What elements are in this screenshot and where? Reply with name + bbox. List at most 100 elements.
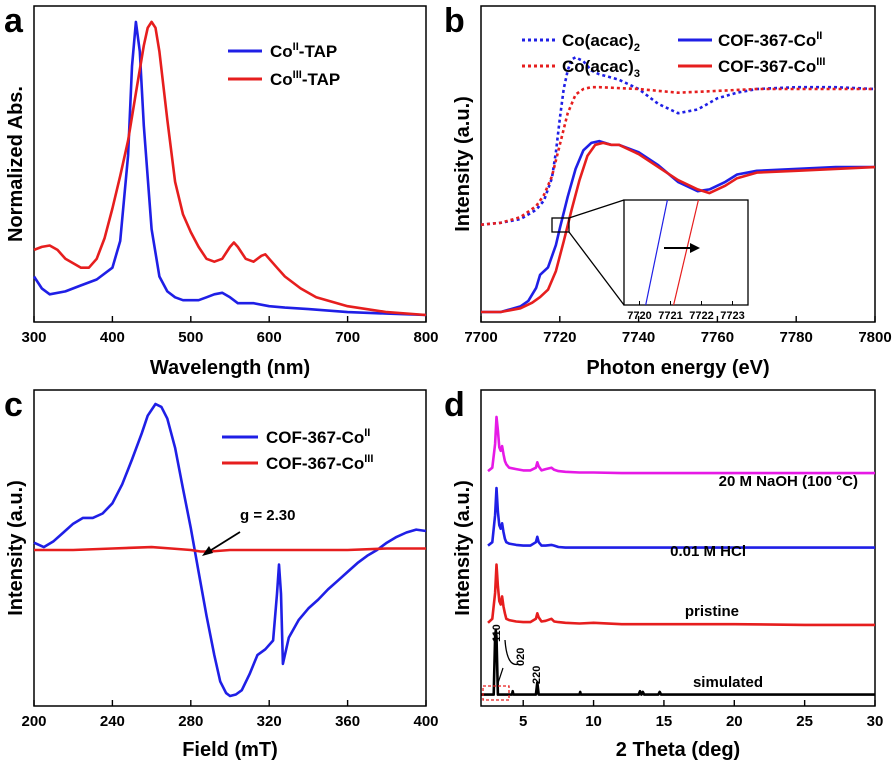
plot-frame-a: [33, 5, 427, 323]
series-b: [480, 56, 876, 314]
series-line-b-2: [481, 139, 875, 314]
series-line-c-1: [34, 545, 426, 553]
x-tick-label-b-4: 7780: [780, 329, 813, 346]
x-tick-label-c-3: 320: [257, 713, 282, 730]
y-axis-title-d: Intensity (a.u.): [452, 480, 474, 616]
legend-label-b-3: COF-367-CoIII: [718, 56, 825, 76]
inset-curve: [504, 639, 520, 666]
panel-d: d 5 10 15 20 25 30 2 Theta (deg) Intensity (a…: [444, 386, 883, 761]
inset-b: 7720 7721 7722 7723: [623, 199, 749, 322]
x-tick-label-d-1: 10: [585, 713, 602, 730]
x-tick-label-a-3: 600: [257, 329, 282, 346]
g-value-annotation: g = 2.30: [240, 507, 295, 524]
inset-tick-label-2: 7722: [689, 310, 713, 322]
series-line-c-0: [33, 402, 427, 698]
panel-letter-a: a: [4, 2, 24, 40]
zoom-region-box-d: [482, 685, 510, 701]
x-ticks-b: 7700 7720 7740 7760 7780 7800: [464, 316, 892, 346]
x-tick-label-d-5: 30: [867, 713, 884, 730]
panel-letter-b: b: [444, 2, 465, 40]
x-axis-title-b: Photon energy (eV): [586, 357, 769, 379]
panel-b: b 7700 7720 7740 7760 7780 7800 Photon energy…: [444, 2, 892, 379]
x-ticks-d: 5 10 15 20 25 30: [519, 700, 883, 730]
x-ticks-c: 200 240 280 320 360 400: [21, 700, 439, 730]
series-label-hcl: 0.01 M HCl: [670, 543, 746, 560]
legend-label-b-2: COF-367-CoII: [718, 30, 822, 50]
x-tick-label-b-1: 7720: [543, 329, 576, 346]
x-tick-label-a-0: 300: [21, 329, 46, 346]
series-line-a-1: [33, 20, 427, 317]
x-tick-label-c-5: 400: [413, 713, 438, 730]
x-tick-label-d-0: 5: [519, 713, 527, 730]
zoom-region-box: [551, 217, 570, 233]
x-tick-label-a-5: 800: [413, 329, 438, 346]
series-d: [481, 415, 875, 696]
series-label-simulated: simulated: [693, 674, 763, 691]
x-tick-label-d-3: 20: [726, 713, 743, 730]
shift-arrow-head: [690, 243, 700, 253]
series-a: [32, 20, 427, 317]
x-axis-title-d: 2 Theta (deg): [616, 739, 740, 761]
legend-label-b-0: Co(acac)2: [562, 31, 640, 54]
panel-a: a 300 400 500 600 700 800 Wavelength (nm) Nor…: [4, 2, 439, 379]
legend-label-c-0: COF-367-CoII: [266, 427, 370, 447]
legend-label-a-0: CoII-TAP: [270, 41, 337, 61]
series-line-d-3: [481, 629, 875, 696]
peak-label-110: 110: [491, 624, 503, 642]
inset-line-blue: [645, 199, 668, 306]
x-tick-label-a-4: 700: [335, 329, 360, 346]
y-axis-title-b: Intensity (a.u.): [452, 96, 474, 232]
peak-label-020: 020: [515, 648, 527, 666]
x-tick-label-c-1: 240: [100, 713, 125, 730]
x-tick-label-b-2: 7740: [622, 329, 655, 346]
x-tick-label-b-3: 7760: [701, 329, 734, 346]
x-tick-label-d-2: 15: [656, 713, 673, 730]
x-tick-label-c-0: 200: [21, 713, 46, 730]
series-line-d-0: [487, 415, 875, 475]
y-axis-title-c: Intensity (a.u.): [5, 480, 27, 616]
series-label-pristine: pristine: [685, 603, 739, 620]
legend-a: CoII-TAP CoIII-TAP: [228, 41, 340, 89]
annotation-arrow-head: [202, 546, 213, 556]
x-tick-label-d-4: 25: [796, 713, 813, 730]
annotation-arrow: [207, 531, 241, 553]
series-c: [33, 402, 427, 698]
panel-c: c 200 240 280 320 360 400 Field (mT) Intensit…: [4, 386, 439, 761]
x-tick-label-a-1: 400: [100, 329, 125, 346]
x-tick-label-a-2: 500: [178, 329, 203, 346]
series-line-b-0: [480, 56, 876, 226]
x-tick-label-b-0: 7700: [464, 329, 497, 346]
series-line-b-1: [480, 85, 875, 226]
legend-c: COF-367-CoII COF-367-CoIII: [222, 427, 373, 473]
inset-tick-label-1: 7721: [658, 310, 682, 322]
inset-tick-label-0: 7720: [627, 310, 651, 322]
series-label-naoh: 20 M NaOH (100 °C): [719, 473, 858, 490]
series-line-a-0: [32, 20, 427, 317]
zoom-connector-top: [568, 199, 625, 219]
plot-frame-b: [480, 5, 876, 323]
panel-letter-c: c: [4, 386, 23, 424]
inset-line-red: [673, 199, 699, 306]
series-line-b-3: [481, 141, 876, 314]
legend-label-b-1: Co(acac)3: [562, 57, 640, 80]
x-axis-title-c: Field (mT): [182, 739, 278, 761]
series-line-d-1: [487, 486, 875, 549]
x-tick-label-c-4: 360: [335, 713, 360, 730]
x-ticks-a: 300 400 500 600 700 800: [21, 316, 439, 346]
panel-letter-d: d: [444, 386, 465, 424]
inset-tick-label-3: 7723: [720, 310, 744, 322]
legend-label-a-1: CoIII-TAP: [270, 69, 340, 89]
series-line-d-2: [487, 563, 875, 627]
peak-label-220: 220: [531, 666, 543, 684]
x-axis-title-a: Wavelength (nm): [150, 357, 310, 379]
y-axis-title-a: Normalized Abs.: [5, 86, 27, 242]
inset-x-ticks: 7720 7721 7722 7723: [627, 301, 745, 322]
legend-b: Co(acac)2 Co(acac)3 COF-367-CoII COF-367…: [522, 30, 825, 80]
x-tick-label-c-2: 280: [178, 713, 203, 730]
inset-pointer: [496, 667, 504, 687]
x-tick-label-b-5: 7800: [858, 329, 891, 346]
inset-series: [645, 199, 699, 306]
zoom-connector-bottom: [568, 231, 625, 306]
legend-label-c-1: COF-367-CoIII: [266, 453, 373, 473]
